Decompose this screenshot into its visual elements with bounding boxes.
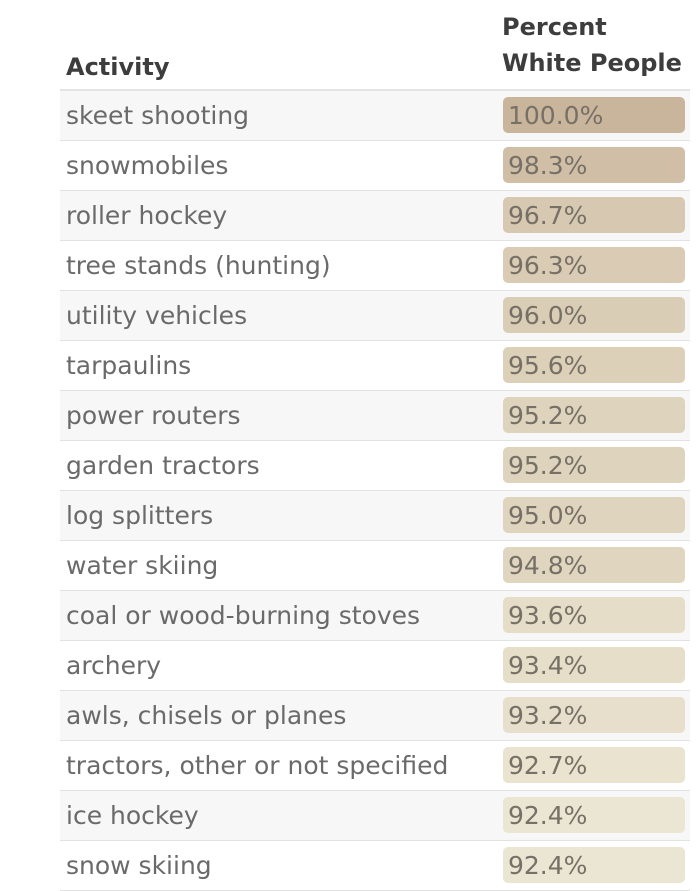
column-header-percent[interactable]: Percent White People: [502, 9, 682, 81]
activity-cell: roller hockey: [66, 201, 228, 230]
percent-value: 95.6%: [508, 351, 588, 380]
table-body: skeet shooting 100.0% snowmobiles 98.3% roll…: [60, 91, 690, 891]
activity-cell: skeet shooting: [66, 101, 250, 130]
table-row: water skiing 94.8%: [60, 541, 690, 591]
percent-value: 95.2%: [508, 401, 588, 430]
percent-value: 92.4%: [508, 801, 588, 830]
percent-value: 93.6%: [508, 601, 588, 630]
percent-value: 96.3%: [508, 251, 588, 280]
table-row: ice hockey 92.4%: [60, 791, 690, 841]
percent-badge: 93.4%: [503, 647, 685, 683]
percent-badge: 95.2%: [503, 397, 685, 433]
percent-value: 93.2%: [508, 701, 588, 730]
percent-value: 93.4%: [508, 651, 588, 680]
table-row: snow skiing 92.4%: [60, 841, 690, 891]
percent-badge: 95.6%: [503, 347, 685, 383]
percent-badge: 96.7%: [503, 197, 685, 233]
percent-value: 96.7%: [508, 201, 588, 230]
percent-badge: 93.2%: [503, 697, 685, 733]
percent-value: 96.0%: [508, 301, 588, 330]
activity-cell: log splitters: [66, 501, 214, 530]
percent-value: 92.4%: [508, 851, 588, 880]
percent-value: 100.0%: [508, 101, 604, 130]
activity-cell: ice hockey: [66, 801, 199, 830]
table-row: snowmobiles 98.3%: [60, 141, 690, 191]
activity-cell: tarpaulins: [66, 351, 192, 380]
activity-cell: archery: [66, 651, 162, 680]
table-header: Activity Percent White People: [60, 0, 690, 91]
table-row: tree stands (hunting) 96.3%: [60, 241, 690, 291]
percent-badge: 95.0%: [503, 497, 685, 533]
percent-value: 95.0%: [508, 501, 588, 530]
table-row: skeet shooting 100.0%: [60, 91, 690, 141]
column-header-percent-line1: Percent: [502, 13, 607, 41]
percent-value: 94.8%: [508, 551, 588, 580]
table-row: coal or wood-burning stoves 93.6%: [60, 591, 690, 641]
percent-badge: 94.8%: [503, 547, 685, 583]
activity-cell: coal or wood-burning stoves: [66, 601, 421, 630]
percent-badge: 96.3%: [503, 247, 685, 283]
table-row: log splitters 95.0%: [60, 491, 690, 541]
table-row: tarpaulins 95.6%: [60, 341, 690, 391]
activity-cell: tree stands (hunting): [66, 251, 331, 280]
table-row: roller hockey 96.7%: [60, 191, 690, 241]
activity-cell: water skiing: [66, 551, 219, 580]
percent-badge: 92.7%: [503, 747, 685, 783]
percent-badge: 96.0%: [503, 297, 685, 333]
table-row: utility vehicles 96.0%: [60, 291, 690, 341]
percent-badge: 95.2%: [503, 447, 685, 483]
column-header-activity[interactable]: Activity: [66, 53, 170, 81]
percent-badge: 92.4%: [503, 797, 685, 833]
table-row: awls, chisels or planes 93.2%: [60, 691, 690, 741]
percent-value: 92.7%: [508, 751, 588, 780]
percent-badge: 100.0%: [503, 97, 685, 133]
table-row: power routers 95.2%: [60, 391, 690, 441]
table-row: archery 93.4%: [60, 641, 690, 691]
activity-cell: snow skiing: [66, 851, 212, 880]
column-header-percent-line2: White People: [502, 49, 682, 77]
percent-value: 98.3%: [508, 151, 588, 180]
activity-cell: utility vehicles: [66, 301, 248, 330]
table-row: tractors, other or not specified 92.7%: [60, 741, 690, 791]
activity-table: Activity Percent White People skeet shoo…: [60, 0, 690, 891]
activity-cell: power routers: [66, 401, 241, 430]
activity-cell: awls, chisels or planes: [66, 701, 347, 730]
activity-cell: garden tractors: [66, 451, 260, 480]
activity-cell: snowmobiles: [66, 151, 229, 180]
percent-badge: 98.3%: [503, 147, 685, 183]
percent-value: 95.2%: [508, 451, 588, 480]
percent-badge: 93.6%: [503, 597, 685, 633]
activity-cell: tractors, other or not specified: [66, 751, 449, 780]
table-row: garden tractors 95.2%: [60, 441, 690, 491]
percent-badge: 92.4%: [503, 847, 685, 883]
